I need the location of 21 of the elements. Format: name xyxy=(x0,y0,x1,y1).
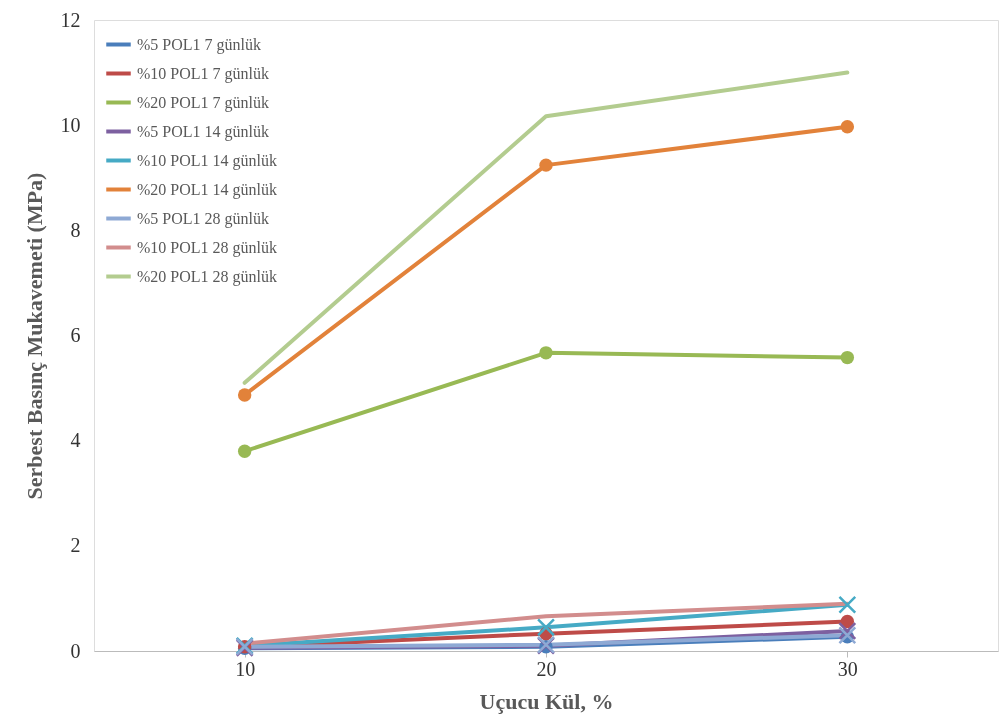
x-tick-label: 20 xyxy=(536,657,557,680)
y-axis-title: Serbest Basınç Mukavemeti (MPa) xyxy=(21,172,47,500)
legend-label: %10 POL1 28 günlük xyxy=(137,238,277,257)
y-tick-label: 6 xyxy=(70,324,81,346)
y-tick-label: 12 xyxy=(60,8,81,31)
legend-label: %20 POL1 14 günlük xyxy=(137,180,277,199)
legend-label: %5 POL1 7 günlük xyxy=(137,35,261,54)
x-axis-title: Uçucu Kül, % xyxy=(479,688,614,714)
legend-label: %5 POL1 28 günlük xyxy=(137,209,269,228)
x-tick-label: 30 xyxy=(837,657,858,680)
y-tick-label: 2 xyxy=(70,534,81,557)
y-tick-label: 0 xyxy=(70,639,81,662)
legend-label: %5 POL1 14 günlük xyxy=(137,122,269,141)
x-tick-label: 10 xyxy=(235,657,256,680)
legend-label: %10 POL1 7 günlük xyxy=(137,64,269,83)
y-tick-label: 10 xyxy=(60,113,81,136)
legend-label: %20 POL1 7 günlük xyxy=(137,93,269,112)
legend-label: %10 POL1 14 günlük xyxy=(137,151,277,170)
y-tick-label: 4 xyxy=(70,429,81,452)
y-tick-label: 8 xyxy=(70,218,81,241)
legend-label: %20 POL1 28 günlük xyxy=(137,267,277,286)
